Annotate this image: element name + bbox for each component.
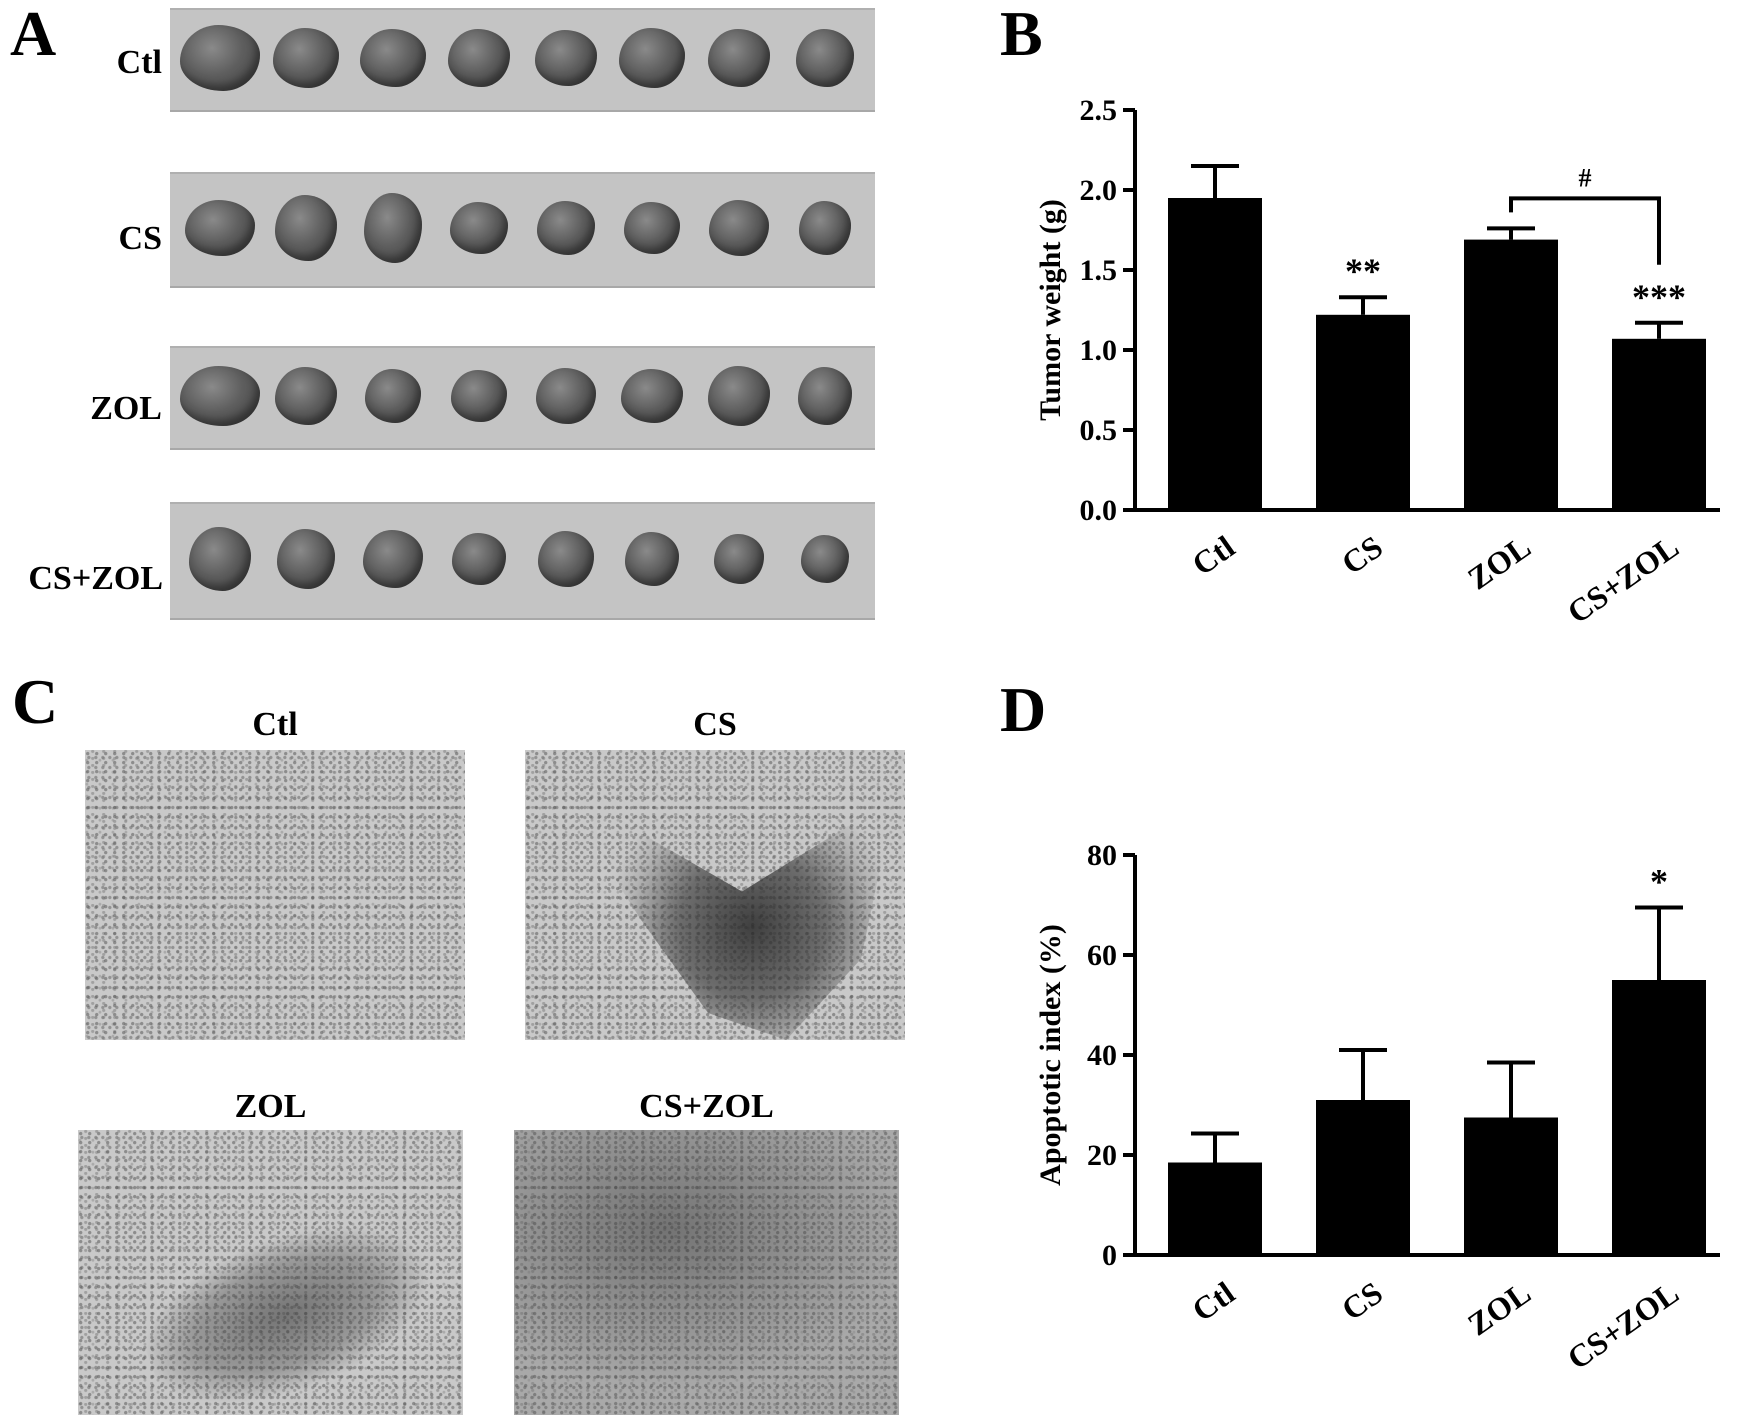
- tumor-specimen: [536, 201, 595, 255]
- tumor-specimen: [708, 200, 769, 256]
- tumor-specimen: [624, 202, 681, 254]
- tumor-specimen: [801, 535, 849, 583]
- panel-letter-b: B: [1000, 0, 1043, 69]
- tumor-specimen: [537, 531, 594, 587]
- micrograph-ctl: [85, 750, 465, 1040]
- tumor-specimen: [799, 201, 851, 255]
- tumor-specimen: [362, 530, 423, 588]
- panel-letter-d: D: [1000, 674, 1047, 745]
- row-label-zol: ZOL: [90, 390, 162, 427]
- bar: [1316, 314, 1410, 510]
- tumor-specimen: [359, 29, 426, 87]
- y-tick-label: 80: [1087, 840, 1117, 872]
- micrograph-cs: [525, 750, 905, 1040]
- y-tick-label: 2.0: [1080, 174, 1118, 207]
- tumor-specimen: [273, 28, 340, 88]
- x-tick-label: ZOL: [1461, 1274, 1537, 1342]
- tumor-specimen: [798, 367, 852, 425]
- tumor-specimen: [713, 534, 764, 584]
- micrograph-zol: [78, 1130, 463, 1415]
- y-tick-label: 1.5: [1080, 254, 1118, 287]
- tumor-specimen: [707, 366, 770, 426]
- bar: [1168, 198, 1262, 510]
- bar: [1464, 239, 1558, 510]
- bar: [1168, 1162, 1262, 1255]
- tumor-specimen: [189, 527, 251, 591]
- tumor-specimen: [707, 29, 770, 87]
- significance-marker: ***: [1632, 277, 1686, 317]
- y-tick-label: 0.5: [1080, 414, 1118, 447]
- y-tick-label: 20: [1087, 1139, 1117, 1172]
- x-tick-label: CS: [1335, 528, 1389, 581]
- tumor-specimen: [275, 195, 338, 261]
- chart-b: 0.0 0.5 1.0 1.5 2.0 2.5 Tumor weight (g) Ctl ** C…: [1034, 94, 1720, 630]
- x-tick-label: Ctl: [1185, 528, 1241, 582]
- tumor-specimen: [448, 29, 511, 87]
- tumor-specimen: [452, 533, 507, 585]
- tumor-specimen: [277, 529, 336, 589]
- significance-marker: *: [1650, 862, 1668, 902]
- bar: [1612, 338, 1706, 510]
- row-label-cs: CS: [118, 220, 162, 257]
- y-tick-label: 0.0: [1080, 494, 1118, 527]
- micro-title-zol: ZOL: [234, 1088, 307, 1125]
- x-tick-label: Ctl: [1185, 1274, 1241, 1328]
- tumor-specimen: [180, 25, 260, 91]
- y-tick-label: 1.0: [1080, 334, 1118, 367]
- x-tick-label: CS+ZOL: [1561, 1274, 1685, 1376]
- y-axis-label: Apoptotic index (%): [1034, 924, 1067, 1186]
- tumor-specimen: [621, 369, 684, 423]
- x-tick-label: CS: [1335, 1274, 1389, 1327]
- tumor-specimen: [450, 202, 509, 254]
- bar: [1464, 1117, 1558, 1255]
- micro-title-ctl: Ctl: [252, 706, 298, 743]
- panel-letter-a: A: [10, 0, 57, 69]
- tumor-specimen: [185, 200, 255, 256]
- x-tick-label: CS+ZOL: [1561, 528, 1685, 630]
- y-tick-label: 40: [1087, 1039, 1117, 1072]
- y-axis-label: Tumor weight (g): [1034, 199, 1067, 421]
- bracket-label: #: [1579, 163, 1592, 192]
- tumor-specimen: [180, 366, 260, 426]
- bar: [1316, 1100, 1410, 1255]
- micro-title-cs-zol: CS+ZOL: [639, 1088, 774, 1125]
- significance-marker: **: [1345, 251, 1381, 291]
- row-label-ctl: Ctl: [116, 44, 162, 81]
- micro-title-cs: CS: [693, 706, 737, 743]
- tumor-specimen: [534, 30, 597, 86]
- row-label-cs-zol: CS+ZOL: [28, 560, 163, 597]
- tumor-specimen: [625, 532, 680, 586]
- y-tick-label: 0: [1102, 1239, 1117, 1272]
- tumor-strip-cs-zol: [170, 502, 875, 620]
- tumor-specimen: [535, 368, 596, 424]
- x-tick-label: ZOL: [1461, 528, 1537, 596]
- tumor-specimen: [619, 28, 686, 88]
- significance-bracket: [1509, 196, 1661, 265]
- bar: [1612, 980, 1706, 1255]
- tumor-specimen: [451, 370, 508, 422]
- tumor-specimen: [796, 29, 854, 87]
- tumor-strip-zol: [170, 346, 875, 450]
- micrograph-cs-zol: [514, 1130, 899, 1415]
- tumor-specimen: [364, 369, 421, 423]
- tumor-strip-cs: [170, 172, 875, 288]
- tumor-strip-ctl: [170, 8, 875, 112]
- panel-letter-c: C: [12, 666, 59, 737]
- tumor-specimen: [363, 193, 422, 263]
- chart-d: 0 20 40 60 80 Apoptotic index (%) Ctl CS ZOL * CS+…: [1034, 840, 1720, 1376]
- y-tick-label: 2.5: [1080, 94, 1118, 127]
- tumor-specimen: [275, 367, 338, 425]
- y-tick-label: 60: [1087, 939, 1117, 972]
